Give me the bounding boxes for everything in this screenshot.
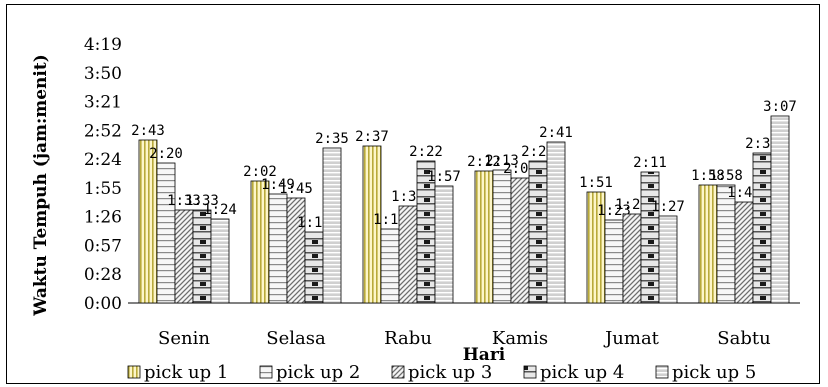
bar-1 [474, 170, 494, 304]
legend-label: pick up 2 [276, 362, 360, 383]
data-label: 1:33 [185, 193, 219, 209]
bar-2 [380, 228, 400, 304]
data-label: 1:51 [579, 175, 613, 191]
bar-2 [156, 162, 176, 304]
legend-swatch [259, 365, 273, 379]
y-axis-title: Waktu Tempuh (jam:menit) [31, 54, 51, 317]
data-label: 2:35 [315, 131, 349, 147]
bar-4 [640, 171, 660, 304]
category-label: Sabtu [717, 328, 770, 349]
category-label: Rabu [384, 328, 432, 349]
y-tick-label: 2:24 [84, 150, 122, 170]
data-label: 1:41 [727, 185, 761, 201]
y-tick-label: 3:21 [84, 93, 122, 113]
data-label: 2:11 [633, 155, 667, 171]
bar-3 [510, 177, 530, 304]
y-tick-label: 0:57 [84, 236, 122, 256]
y-tick-label: 3:50 [84, 64, 122, 84]
bar-3 [174, 209, 194, 304]
legend-label: pick up 4 [540, 362, 624, 383]
legend-label: pick up 5 [672, 362, 756, 383]
data-label: 1:58 [709, 168, 743, 184]
data-label: 1:14 [373, 212, 407, 228]
bar-5 [210, 218, 230, 304]
bar-3 [286, 197, 306, 304]
legend-swatch [127, 365, 141, 379]
y-tick-label: 1:55 [84, 179, 122, 199]
data-label: 1:45 [279, 181, 313, 197]
y-tick-label: 2:52 [84, 121, 122, 141]
bar-2 [492, 169, 512, 304]
data-label: 2:05 [503, 161, 537, 177]
data-label: 2:41 [539, 125, 573, 141]
data-label: 2:13 [485, 153, 519, 169]
bar-5 [322, 147, 342, 304]
bar-5 [434, 185, 454, 304]
data-label: 2:12 [467, 154, 501, 170]
bar-2 [604, 219, 624, 304]
bar-5 [546, 141, 566, 304]
category-label: Senin [158, 328, 210, 349]
bar-1 [362, 145, 382, 304]
y-tick-label: 0:28 [84, 265, 122, 285]
bar-3 [398, 205, 418, 304]
data-label: 1:37 [391, 189, 425, 205]
data-label: 1:24 [203, 202, 237, 218]
bar-5 [770, 115, 790, 304]
bar-1 [250, 180, 270, 304]
bar-3 [734, 201, 754, 304]
bar-3 [622, 213, 642, 304]
data-label: 1:11 [297, 215, 331, 231]
legend-label: pick up 1 [144, 362, 228, 383]
bar-4 [752, 152, 772, 304]
data-label: 2:30 [745, 136, 779, 152]
y-tick-label: 4:19 [84, 35, 122, 55]
data-label: 2:02 [243, 164, 277, 180]
legend-swatch [523, 365, 537, 379]
category-label: Selasa [266, 328, 326, 349]
data-label: 1:27 [651, 199, 685, 215]
data-label: 3:07 [763, 99, 797, 115]
data-label: 1:49 [261, 177, 295, 193]
legend-swatch [391, 365, 405, 379]
bar-4 [192, 209, 212, 304]
bar-5 [658, 215, 678, 304]
data-label: 2:22 [521, 144, 555, 160]
y-tick-label: 0:00 [84, 294, 122, 314]
data-label: 1:23 [597, 203, 631, 219]
data-label: 2:22 [409, 144, 443, 160]
bar-2 [268, 193, 288, 304]
data-label: 1:33 [167, 193, 201, 209]
bar-1 [698, 184, 718, 304]
data-label: 1:58 [691, 168, 725, 184]
data-label: 2:20 [149, 146, 183, 162]
legend-swatch [655, 365, 669, 379]
data-label: 1:29 [615, 197, 649, 213]
x-axis-title: Hari [463, 345, 506, 365]
bar-4 [304, 231, 324, 304]
data-label: 2:37 [355, 129, 389, 145]
bar-4 [528, 160, 548, 304]
legend: pick up 1 pick up 2 pick up 3 pick up 4 pick… [127, 362, 756, 383]
category-label: Jumat [603, 328, 660, 349]
bar-2 [716, 184, 736, 304]
y-tick-label: 1:26 [84, 208, 122, 228]
category-label: Kamis [492, 328, 548, 349]
bar-1 [138, 139, 158, 304]
data-label: 2:43 [131, 123, 165, 139]
data-label: 1:57 [427, 169, 461, 185]
legend-label: pick up 3 [408, 362, 492, 383]
